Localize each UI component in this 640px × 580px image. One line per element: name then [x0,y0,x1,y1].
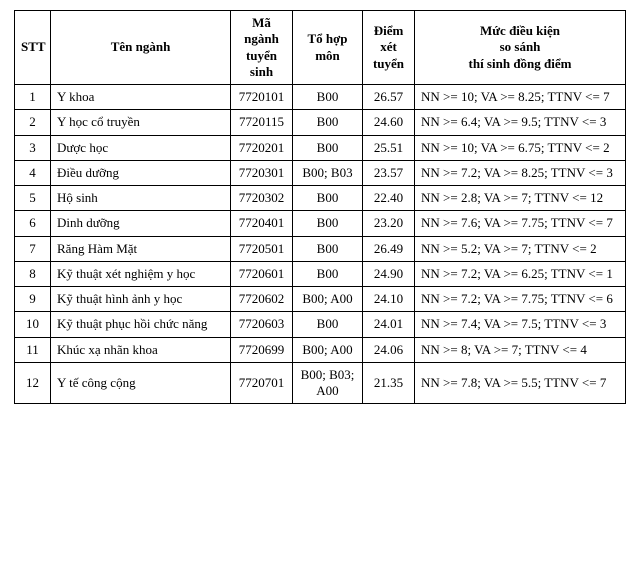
cell-ten: Y khoa [51,85,231,110]
col-muc-line3: thí sinh đồng điểm [469,56,572,71]
cell-ma: 7720701 [231,362,293,404]
cell-ten: Dược học [51,135,231,160]
cell-muc: NN >= 10; VA >= 6.75; TTNV <= 2 [415,135,626,160]
table-row: 5Hộ sinh7720302B0022.40NN >= 2.8; VA >= … [15,186,626,211]
cell-tohop: B00; B03; A00 [293,362,363,404]
cell-ten: Kỹ thuật xét nghiệm y học [51,261,231,286]
cell-tohop: B00 [293,211,363,236]
cell-muc: NN >= 7.8; VA >= 5.5; TTNV <= 7 [415,362,626,404]
cell-diem: 26.49 [363,236,415,261]
cell-ten: Y học cổ truyền [51,110,231,135]
cell-tohop: B00 [293,186,363,211]
cell-ma: 7720601 [231,261,293,286]
cell-muc: NN >= 6.4; VA >= 9.5; TTNV <= 3 [415,110,626,135]
cell-muc: NN >= 10; VA >= 8.25; TTNV <= 7 [415,85,626,110]
cell-ten: Dinh dưỡng [51,211,231,236]
table-row: 12Y tế công cộng7720701B00; B03; A0021.3… [15,362,626,404]
cell-ten: Kỹ thuật hình ảnh y học [51,287,231,312]
table-row: 3Dược học7720201B0025.51NN >= 10; VA >= … [15,135,626,160]
table-header: STT Tên ngành Mã ngành tuyển sinh Tổ hợp… [15,11,626,85]
cell-tohop: B00; A00 [293,337,363,362]
table-row: 8Kỹ thuật xét nghiệm y học7720601B0024.9… [15,261,626,286]
cell-tohop: B00 [293,110,363,135]
cell-stt: 8 [15,261,51,286]
cell-stt: 2 [15,110,51,135]
cell-diem: 24.10 [363,287,415,312]
cell-stt: 6 [15,211,51,236]
col-ma: Mã ngành tuyển sinh [231,11,293,85]
cell-diem: 25.51 [363,135,415,160]
cell-muc: NN >= 7.2; VA >= 6.25; TTNV <= 1 [415,261,626,286]
col-stt: STT [15,11,51,85]
cell-stt: 5 [15,186,51,211]
cell-ma: 7720401 [231,211,293,236]
col-ten: Tên ngành [51,11,231,85]
cell-ten: Y tế công cộng [51,362,231,404]
cell-muc: NN >= 7.2; VA >= 8.25; TTNV <= 3 [415,160,626,185]
cell-ten: Khúc xạ nhãn khoa [51,337,231,362]
cell-diem: 24.90 [363,261,415,286]
table-row: 9Kỹ thuật hình ảnh y học7720602B00; A002… [15,287,626,312]
cell-diem: 22.40 [363,186,415,211]
cell-tohop: B00 [293,261,363,286]
col-muc-line1: Mức điều kiện [480,23,560,38]
header-row: STT Tên ngành Mã ngành tuyển sinh Tổ hợp… [15,11,626,85]
cell-tohop: B00; A00 [293,287,363,312]
cell-tohop: B00; B03 [293,160,363,185]
table-row: 1Y khoa7720101B0026.57NN >= 10; VA >= 8.… [15,85,626,110]
cell-ma: 7720501 [231,236,293,261]
cell-ma: 7720602 [231,287,293,312]
cell-stt: 12 [15,362,51,404]
col-diem: Điểm xét tuyển [363,11,415,85]
cell-stt: 9 [15,287,51,312]
cell-tohop: B00 [293,135,363,160]
cell-stt: 1 [15,85,51,110]
cell-ma: 7720101 [231,85,293,110]
table-body: 1Y khoa7720101B0026.57NN >= 10; VA >= 8.… [15,85,626,404]
cell-diem: 24.01 [363,312,415,337]
cell-muc: NN >= 5.2; VA >= 7; TTNV <= 2 [415,236,626,261]
col-muc-line2: so sánh [500,39,541,54]
cell-ma: 7720115 [231,110,293,135]
col-muc: Mức điều kiện so sánh thí sinh đồng điểm [415,11,626,85]
table-row: 6Dinh dưỡng7720401B0023.20NN >= 7.6; VA … [15,211,626,236]
cell-diem: 21.35 [363,362,415,404]
cell-muc: NN >= 2.8; VA >= 7; TTNV <= 12 [415,186,626,211]
cell-ma: 7720699 [231,337,293,362]
cell-ma: 7720603 [231,312,293,337]
cell-stt: 11 [15,337,51,362]
cell-diem: 23.57 [363,160,415,185]
table-row: 2Y học cổ truyền7720115B0024.60NN >= 6.4… [15,110,626,135]
cell-ma: 7720302 [231,186,293,211]
cell-ten: Kỹ thuật phục hồi chức năng [51,312,231,337]
cell-diem: 24.60 [363,110,415,135]
cell-muc: NN >= 8; VA >= 7; TTNV <= 4 [415,337,626,362]
cell-stt: 10 [15,312,51,337]
cell-stt: 4 [15,160,51,185]
cell-diem: 23.20 [363,211,415,236]
table-row: 4Điều dưỡng7720301B00; B0323.57NN >= 7.2… [15,160,626,185]
cell-ten: Hộ sinh [51,186,231,211]
cell-ten: Điều dưỡng [51,160,231,185]
cell-muc: NN >= 7.2; VA >= 7.75; TTNV <= 6 [415,287,626,312]
table-row: 11Khúc xạ nhãn khoa7720699B00; A0024.06N… [15,337,626,362]
cell-stt: 3 [15,135,51,160]
cell-diem: 24.06 [363,337,415,362]
cell-tohop: B00 [293,312,363,337]
admissions-table: STT Tên ngành Mã ngành tuyển sinh Tổ hợp… [14,10,626,404]
cell-ma: 7720301 [231,160,293,185]
cell-diem: 26.57 [363,85,415,110]
cell-ma: 7720201 [231,135,293,160]
table-row: 7Răng Hàm Mặt7720501B0026.49NN >= 5.2; V… [15,236,626,261]
col-tohop: Tổ hợp môn [293,11,363,85]
cell-muc: NN >= 7.6; VA >= 7.75; TTNV <= 7 [415,211,626,236]
cell-ten: Răng Hàm Mặt [51,236,231,261]
table-row: 10Kỹ thuật phục hồi chức năng7720603B002… [15,312,626,337]
cell-muc: NN >= 7.4; VA >= 7.5; TTNV <= 3 [415,312,626,337]
cell-tohop: B00 [293,236,363,261]
cell-tohop: B00 [293,85,363,110]
cell-stt: 7 [15,236,51,261]
